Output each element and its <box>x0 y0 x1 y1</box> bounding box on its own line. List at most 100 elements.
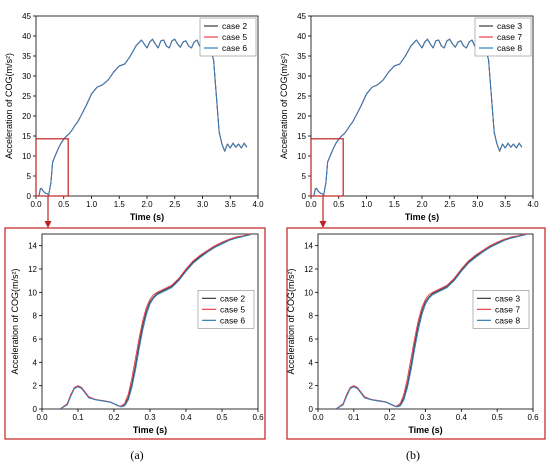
y-tick-label: 5 <box>27 172 32 181</box>
x-tick-label: 0.0 <box>30 200 42 209</box>
x-tick-label: 0.2 <box>108 413 120 422</box>
panel-label-a: (a) <box>130 448 143 462</box>
x-tick-label: 0.3 <box>420 413 432 422</box>
zoom-frame <box>4 227 266 440</box>
y-tick-label: 15 <box>22 132 31 141</box>
y-tick-label: 4 <box>33 358 38 367</box>
series-line-3 <box>335 234 526 410</box>
y-tick-label: 8 <box>33 312 38 321</box>
y-tick-label: 10 <box>22 152 31 161</box>
x-tick-label: 3.0 <box>472 200 484 209</box>
x-tick-label: 2.0 <box>141 200 153 209</box>
y-tick-label: 14 <box>304 242 313 251</box>
chart-a-zoom: 0.0 0.1 0.2 0.3 0.4 0.5 0.6 0 2 4 6 8 10 12 14 Time (s)… <box>4 227 266 440</box>
y-tick-label: 4 <box>309 358 314 367</box>
x-tick-label: 0.4 <box>180 413 192 422</box>
x-tick-label: 0.3 <box>144 413 156 422</box>
y-tick-label: 10 <box>304 288 313 297</box>
y-axis-title: Acceleration of COG(m/s²) <box>4 53 14 159</box>
y-axis-title: Acceleration of COG(m/s²) <box>279 53 289 159</box>
x-tick-label: 0.0 <box>36 413 48 422</box>
y-tick-label: 35 <box>22 52 31 61</box>
x-tick-label: 0.4 <box>456 413 468 422</box>
x-tick-label: 4.0 <box>527 200 539 209</box>
y-tick-label: 30 <box>297 72 306 81</box>
x-tick-label: 3.0 <box>197 200 209 209</box>
legend-entry: case 5 <box>222 32 247 42</box>
y-tick-label: 0 <box>302 192 307 201</box>
x-tick-label: 2.0 <box>416 200 428 209</box>
x-tick-label: 0.5 <box>58 200 70 209</box>
x-tick-label: 1.5 <box>114 200 126 209</box>
y-tick-label: 20 <box>22 112 31 121</box>
x-axis-title: Time (s) <box>408 425 442 435</box>
legend-entry: case 7 <box>495 304 520 314</box>
series-line-2 <box>335 232 526 410</box>
y-tick-label: 2 <box>33 382 38 391</box>
x-tick-label: 0.5 <box>216 413 228 422</box>
x-tick-label: 0.1 <box>72 413 84 422</box>
x-tick-label: 0.6 <box>527 413 539 422</box>
chart-b-top: 0.0 0.5 1.0 1.5 2.0 2.5 3.0 3.5 4.0 0 5 10 15 20 25 30 3… <box>279 12 539 222</box>
highlight-box <box>310 138 344 197</box>
y-tick-label: 0 <box>27 192 32 201</box>
series-line-2 <box>59 232 251 410</box>
highlight-box <box>35 138 69 197</box>
y-tick-label: 20 <box>297 112 306 121</box>
y-tick-label: 12 <box>28 265 37 274</box>
x-tick-label: 3.5 <box>225 200 237 209</box>
series-line-2 <box>38 38 248 197</box>
y-tick-label: 5 <box>302 172 307 181</box>
legend-entry: case 8 <box>495 315 520 325</box>
x-tick-label: 2.5 <box>169 200 181 209</box>
y-axis-title: Acceleration of COG(m/s²) <box>10 268 20 374</box>
y-tick-label: 0 <box>33 405 38 414</box>
x-tick-label: 0.1 <box>348 413 360 422</box>
zoom-arrow-head <box>44 221 52 228</box>
legend-entry: case 5 <box>220 304 245 314</box>
x-tick-label: 1.5 <box>389 200 401 209</box>
y-tick-label: 45 <box>297 12 306 21</box>
legend-entry: case 6 <box>222 43 247 53</box>
y-tick-label: 45 <box>22 12 31 21</box>
y-tick-label: 6 <box>33 335 38 344</box>
series-line-3 <box>313 38 523 197</box>
legend-entry: case 2 <box>220 293 245 303</box>
legend-entry: case 7 <box>497 32 522 42</box>
legend-entry: case 2 <box>222 21 247 31</box>
x-tick-label: 0.5 <box>492 413 504 422</box>
x-axis-title: Time (s) <box>133 425 167 435</box>
y-axis-title: Acceleration of COG(m/s²) <box>286 268 296 374</box>
x-tick-label: 0.0 <box>312 413 324 422</box>
x-axis-title: Time (s) <box>405 212 439 222</box>
x-tick-label: 0.5 <box>333 200 345 209</box>
zoom-frame <box>286 227 546 440</box>
y-tick-label: 25 <box>297 92 306 101</box>
x-tick-label: 1.0 <box>361 200 373 209</box>
y-tick-label: 12 <box>304 265 313 274</box>
series-line-3 <box>38 38 248 197</box>
x-tick-label: 2.5 <box>444 200 456 209</box>
legend-entry: case 6 <box>220 315 245 325</box>
y-tick-label: 8 <box>309 312 314 321</box>
legend-entry: case 3 <box>495 293 520 303</box>
x-tick-label: 4.0 <box>252 200 264 209</box>
y-tick-label: 0 <box>309 405 314 414</box>
series-line-1 <box>313 38 523 197</box>
y-tick-label: 25 <box>22 92 31 101</box>
x-axis-title: Time (s) <box>130 212 164 222</box>
y-tick-label: 10 <box>297 152 306 161</box>
x-tick-label: 0.0 <box>305 200 317 209</box>
series-line-1 <box>38 38 248 197</box>
panel-label-b: (b) <box>406 448 420 462</box>
chart-a-top: 0.0 0.5 1.0 1.5 2.0 2.5 3.0 3.5 4.0 0 5 10 15 20 25 30 3… <box>4 12 264 222</box>
y-tick-label: 2 <box>309 382 314 391</box>
y-tick-label: 15 <box>297 132 306 141</box>
chart-b-zoom: 0.0 0.1 0.2 0.3 0.4 0.5 0.6 0 2 4 6 8 10 12 14 Time (s)… <box>286 227 546 440</box>
x-tick-label: 0.6 <box>252 413 264 422</box>
y-tick-label: 40 <box>297 32 306 41</box>
series-line-3 <box>59 234 251 410</box>
x-tick-label: 1.0 <box>86 200 98 209</box>
x-tick-label: 0.2 <box>384 413 396 422</box>
